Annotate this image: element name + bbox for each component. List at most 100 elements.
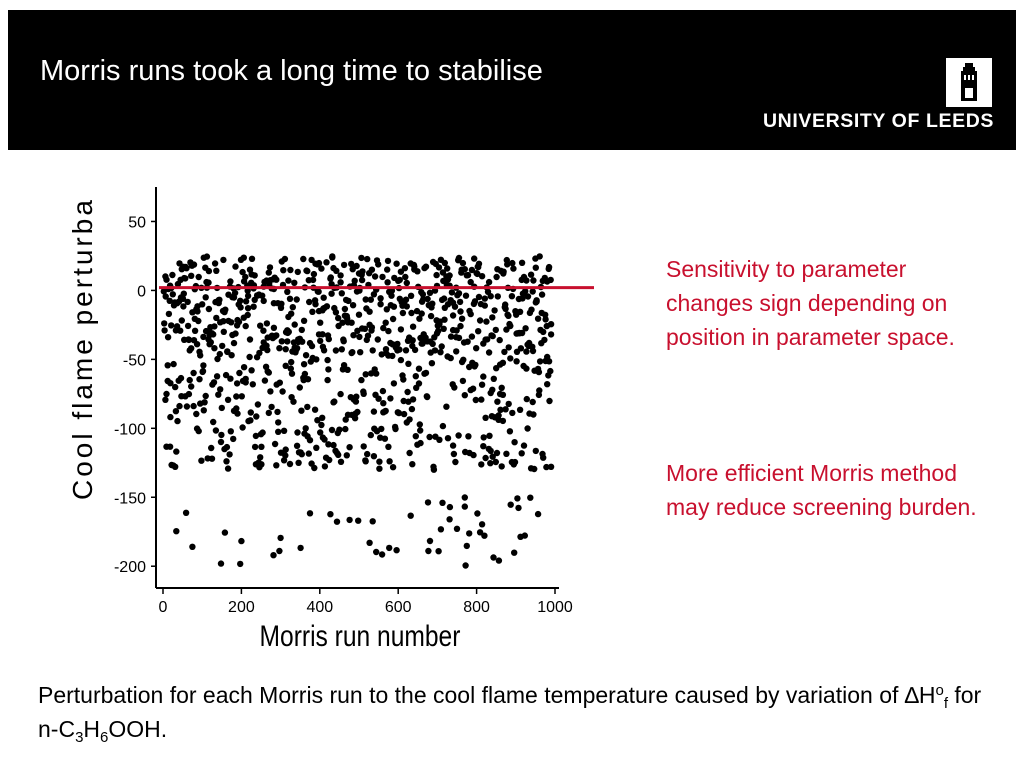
data-point bbox=[274, 408, 281, 416]
data-point bbox=[400, 410, 408, 418]
data-point bbox=[273, 276, 280, 283]
data-point bbox=[530, 277, 537, 284]
data-point bbox=[256, 349, 263, 357]
data-point bbox=[299, 338, 306, 345]
data-point bbox=[295, 459, 302, 466]
data-point bbox=[300, 317, 308, 324]
data-point bbox=[524, 293, 532, 300]
data-point bbox=[401, 265, 409, 272]
data-point bbox=[317, 319, 324, 326]
data-point bbox=[280, 457, 288, 464]
data-point bbox=[289, 304, 296, 311]
data-point bbox=[356, 333, 363, 341]
data-point bbox=[249, 381, 256, 388]
data-point bbox=[505, 344, 512, 351]
caption-delta: ∆H bbox=[904, 682, 936, 708]
data-point bbox=[496, 336, 503, 344]
caption-sub-6: 6 bbox=[100, 729, 109, 746]
data-point bbox=[498, 463, 505, 470]
data-point bbox=[343, 452, 350, 459]
data-point bbox=[497, 406, 504, 413]
data-point bbox=[449, 442, 457, 449]
data-point bbox=[425, 547, 432, 555]
data-point bbox=[321, 436, 328, 443]
data-point bbox=[429, 300, 436, 307]
data-point bbox=[456, 298, 464, 306]
data-point bbox=[471, 298, 479, 305]
data-point bbox=[466, 530, 473, 537]
data-point bbox=[340, 261, 348, 269]
data-point bbox=[324, 356, 331, 364]
data-point bbox=[534, 315, 542, 322]
data-point bbox=[284, 338, 291, 345]
data-point bbox=[515, 504, 522, 512]
data-point bbox=[390, 303, 398, 310]
data-point bbox=[216, 296, 223, 303]
data-point bbox=[211, 260, 219, 267]
data-point bbox=[253, 413, 260, 420]
data-point bbox=[188, 272, 195, 279]
data-point bbox=[382, 407, 389, 415]
data-point bbox=[468, 266, 476, 274]
data-point bbox=[505, 312, 512, 319]
data-point bbox=[248, 367, 255, 374]
data-point bbox=[370, 453, 378, 460]
data-point bbox=[169, 291, 176, 298]
data-point bbox=[288, 370, 296, 377]
data-point bbox=[378, 425, 385, 433]
data-point bbox=[399, 309, 407, 317]
data-point bbox=[172, 383, 179, 391]
data-point bbox=[276, 345, 283, 352]
data-point bbox=[267, 388, 274, 395]
data-point bbox=[338, 290, 345, 297]
data-point bbox=[482, 414, 489, 421]
data-point bbox=[263, 320, 271, 327]
data-point bbox=[380, 400, 387, 407]
data-point bbox=[223, 458, 230, 465]
data-point bbox=[521, 532, 528, 539]
data-point bbox=[166, 297, 173, 304]
data-point bbox=[176, 402, 183, 410]
data-point bbox=[227, 375, 234, 382]
data-point bbox=[177, 327, 184, 334]
data-point bbox=[506, 428, 514, 435]
data-point bbox=[344, 366, 351, 373]
data-point bbox=[278, 300, 285, 307]
data-point bbox=[235, 318, 243, 326]
data-point bbox=[185, 390, 193, 398]
data-point bbox=[180, 303, 187, 310]
data-point bbox=[522, 325, 529, 332]
data-point bbox=[381, 435, 389, 442]
data-point bbox=[311, 464, 318, 472]
data-point bbox=[546, 397, 553, 405]
data-point bbox=[220, 256, 227, 264]
data-point bbox=[470, 451, 477, 459]
data-point bbox=[482, 454, 489, 462]
data-point bbox=[534, 510, 542, 518]
data-point bbox=[417, 427, 424, 434]
data-point bbox=[522, 288, 529, 295]
data-point bbox=[239, 424, 246, 431]
data-point bbox=[476, 529, 484, 536]
data-point bbox=[239, 268, 246, 276]
data-point bbox=[357, 349, 364, 356]
caption-sub-f: f bbox=[943, 695, 948, 712]
data-point bbox=[230, 339, 238, 347]
data-point bbox=[251, 443, 259, 451]
data-point bbox=[407, 292, 415, 299]
data-point bbox=[510, 265, 517, 272]
data-point bbox=[547, 331, 555, 338]
data-point bbox=[246, 336, 254, 343]
data-point bbox=[179, 295, 187, 302]
data-point bbox=[371, 273, 379, 280]
data-point bbox=[327, 275, 334, 282]
data-point bbox=[220, 328, 227, 335]
data-point bbox=[455, 290, 463, 297]
data-point bbox=[346, 516, 353, 524]
data-point bbox=[439, 422, 447, 430]
data-point bbox=[335, 451, 342, 459]
y-tick-label: -100 bbox=[114, 421, 146, 438]
data-point bbox=[464, 338, 471, 345]
x-tick-label: 1000 bbox=[537, 599, 573, 616]
data-point bbox=[403, 303, 410, 310]
